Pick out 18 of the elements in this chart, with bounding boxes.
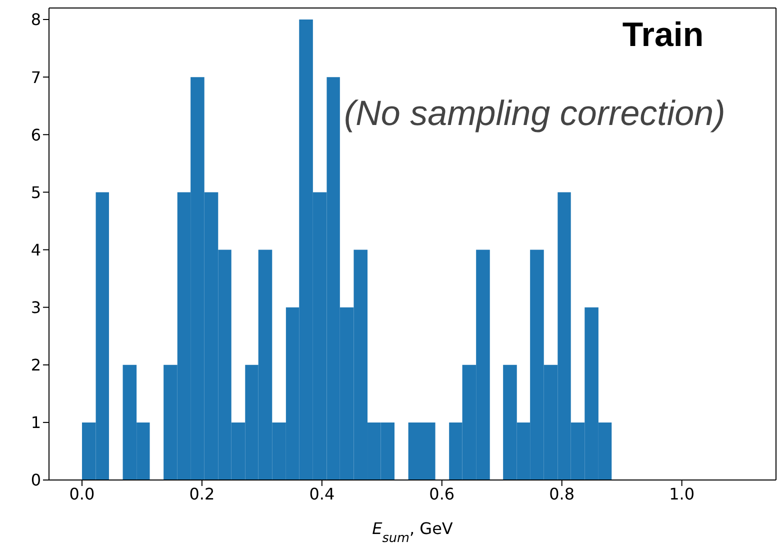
y-tick-label: 6 (30, 125, 41, 144)
x-tick-label: 0.8 (549, 484, 575, 504)
y-tick-label: 0 (30, 470, 41, 490)
x-tick-label: 1.0 (669, 484, 695, 504)
annotation: (No sampling correction) (344, 94, 726, 134)
x-tick-label: 0.4 (309, 484, 335, 504)
x-tick-label: 0.2 (189, 484, 215, 504)
x-axis-title: E$_{sum}$, GeV (372, 519, 453, 546)
x-tick-label: 0.6 (429, 484, 455, 504)
y-tick-label: 7 (30, 68, 41, 87)
y-tick-label: 4 (30, 240, 41, 260)
y-tick-label: 1 (30, 413, 41, 432)
y-tick-label: 8 (30, 10, 41, 30)
x-tick-label: 0.0 (69, 484, 95, 504)
chart-title: Train (621, 16, 705, 55)
y-tick-label: 3 (30, 298, 41, 317)
y-tick-label: 5 (30, 182, 41, 202)
y-tick-label: 2 (30, 356, 41, 375)
